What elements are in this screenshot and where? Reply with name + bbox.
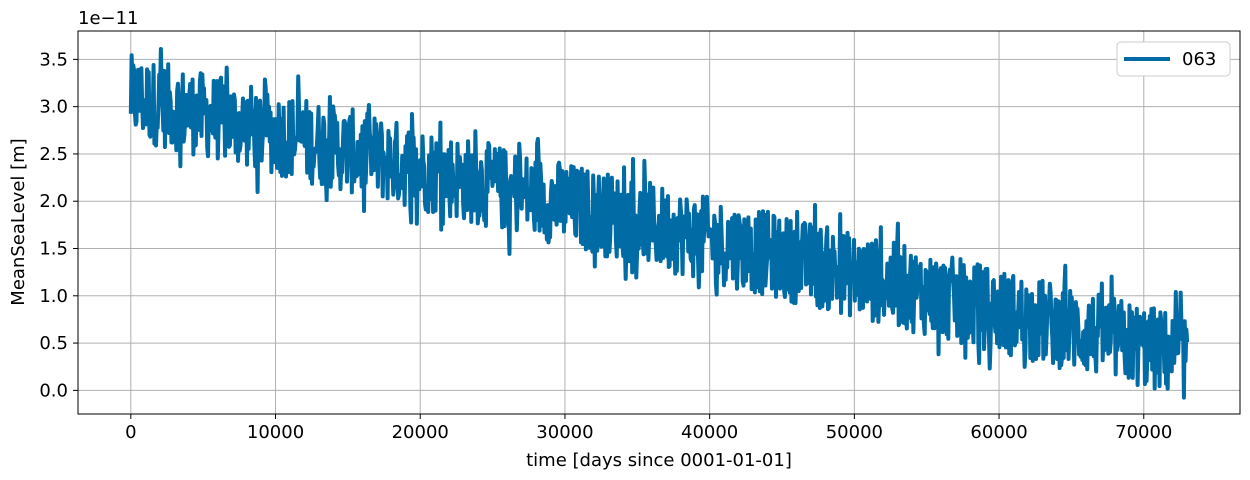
y-tick-label: 1.0 [39, 286, 68, 307]
legend-label-063: 063 [1182, 49, 1216, 70]
x-tick-label: 60000 [970, 422, 1027, 443]
x-tick-label: 30000 [536, 422, 593, 443]
y-tick-label: 3.5 [39, 49, 68, 70]
series-line-063 [128, 46, 1190, 400]
legend: 063 [1116, 41, 1231, 77]
y-offset-text: 1e−11 [78, 8, 139, 29]
y-tick-label: 2.5 [39, 144, 68, 165]
x-tick-label: 20000 [392, 422, 449, 443]
y-axis-label: MeanSeaLevel [m] [8, 138, 29, 305]
x-axis-label: time [days since 0001-01-01] [526, 450, 792, 471]
x-tick-label: 0 [125, 422, 136, 443]
legend-box [1116, 41, 1231, 77]
x-tick-label: 70000 [1115, 422, 1172, 443]
plot-area [128, 46, 1190, 400]
y-tick-label: 1.5 [39, 239, 68, 260]
y-tick-label: 2.0 [39, 191, 68, 212]
x-tick-label: 50000 [826, 422, 883, 443]
x-tick-label: 40000 [681, 422, 738, 443]
y-tick-label: 0.0 [39, 380, 68, 401]
x-tick-label: 10000 [247, 422, 304, 443]
plot-frame [77, 30, 1241, 415]
y-tick-label: 3.0 [39, 97, 68, 118]
y-axis-ticks: 0.0 0.5 1.0 1.5 2.0 2.5 3.0 3.5 [39, 49, 78, 401]
y-tick-label: 0.5 [39, 333, 68, 354]
x-axis-ticks: 0 10000 20000 30000 40000 50000 60000 70000 [125, 414, 1172, 443]
